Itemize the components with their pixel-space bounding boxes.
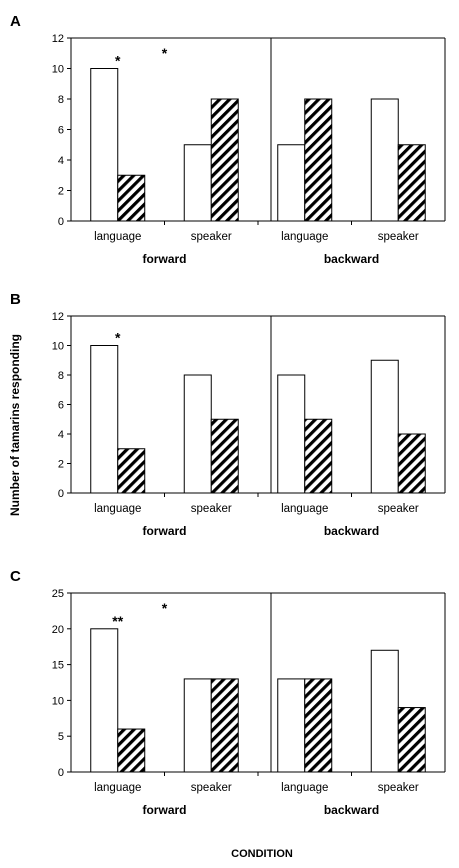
significance-star: * bbox=[162, 45, 168, 61]
category-label: language bbox=[94, 782, 141, 794]
category-label: language bbox=[281, 503, 328, 515]
x-axis-label: CONDITION bbox=[231, 848, 293, 860]
bar-hatched bbox=[117, 728, 146, 773]
bar-hatched bbox=[210, 678, 239, 773]
y-tick-label: 4 bbox=[58, 155, 64, 167]
y-tick-label: 0 bbox=[58, 216, 64, 228]
panel-letter: A bbox=[10, 13, 21, 30]
bar-open bbox=[90, 68, 119, 222]
bar-open bbox=[90, 345, 119, 494]
bar-open bbox=[277, 144, 306, 222]
bar-open bbox=[370, 359, 399, 494]
y-tick-label: 8 bbox=[58, 370, 64, 382]
y-tick-label: 0 bbox=[58, 488, 64, 500]
bar-open bbox=[277, 678, 306, 773]
group-label: forward bbox=[142, 252, 186, 266]
y-tick-label: 2 bbox=[58, 186, 64, 198]
bar-open bbox=[370, 649, 399, 773]
bar-hatched bbox=[210, 418, 239, 494]
y-tick-label: 12 bbox=[52, 311, 64, 323]
category-label: language bbox=[94, 231, 141, 243]
panel-c: C 0 5 10 15 20 25 language speaker language speake… bbox=[10, 568, 446, 817]
category-label: language bbox=[94, 503, 141, 515]
category-label: speaker bbox=[191, 503, 232, 515]
panel-letter: B bbox=[10, 291, 21, 308]
panel-letter: C bbox=[10, 568, 21, 585]
bar-hatched bbox=[117, 174, 146, 222]
bar-hatched bbox=[397, 707, 426, 773]
y-tick-label: 15 bbox=[52, 660, 64, 672]
category-label: language bbox=[281, 231, 328, 243]
bar-hatched bbox=[397, 144, 426, 222]
y-tick-label: 5 bbox=[58, 731, 64, 743]
y-tick-label: 12 bbox=[52, 33, 64, 45]
y-tick-label: 10 bbox=[52, 341, 64, 353]
y-tick-label: 8 bbox=[58, 94, 64, 106]
group-label: backward bbox=[324, 252, 379, 266]
significance-star: * bbox=[115, 53, 121, 69]
y-tick-label: 25 bbox=[52, 588, 64, 600]
category-label: language bbox=[281, 782, 328, 794]
group-label: forward bbox=[142, 803, 186, 817]
bar-hatched bbox=[304, 98, 333, 222]
panels: A 0 2 4 6 8 10 12 language speaker language speaker… bbox=[10, 13, 446, 817]
bar-hatched bbox=[210, 98, 239, 222]
bar-hatched bbox=[304, 418, 333, 494]
y-tick-label: 10 bbox=[52, 64, 64, 76]
significance-star: ** bbox=[112, 613, 123, 629]
significance-star: * bbox=[162, 600, 168, 616]
panel-b: B 0 2 4 6 8 10 12 language speaker language speaker… bbox=[10, 291, 446, 538]
bar-open bbox=[183, 678, 212, 773]
category-label: speaker bbox=[378, 503, 419, 515]
y-tick-label: 10 bbox=[52, 695, 64, 707]
y-tick-label: 6 bbox=[58, 125, 64, 137]
bar-hatched bbox=[304, 678, 333, 773]
group-label: forward bbox=[142, 524, 186, 538]
y-tick-label: 4 bbox=[58, 429, 64, 441]
significance-star: * bbox=[115, 330, 121, 346]
bar-open bbox=[183, 144, 212, 222]
category-label: speaker bbox=[191, 231, 232, 243]
category-label: speaker bbox=[378, 782, 419, 794]
panel-a: A 0 2 4 6 8 10 12 language speaker language speaker… bbox=[10, 13, 446, 266]
bar-open bbox=[370, 98, 399, 222]
bar-hatched bbox=[117, 448, 146, 494]
category-label: speaker bbox=[191, 782, 232, 794]
group-label: backward bbox=[324, 524, 379, 538]
y-tick-label: 0 bbox=[58, 767, 64, 779]
bar-hatched bbox=[397, 433, 426, 494]
y-tick-label: 2 bbox=[58, 459, 64, 471]
bar-open bbox=[183, 374, 212, 494]
y-axis-label: Number of tamarins responding bbox=[8, 334, 22, 516]
y-tick-label: 6 bbox=[58, 400, 64, 412]
bar-open bbox=[90, 628, 119, 773]
bar-open bbox=[277, 374, 306, 494]
group-label: backward bbox=[324, 803, 379, 817]
y-tick-label: 20 bbox=[52, 624, 64, 636]
category-label: speaker bbox=[378, 231, 419, 243]
